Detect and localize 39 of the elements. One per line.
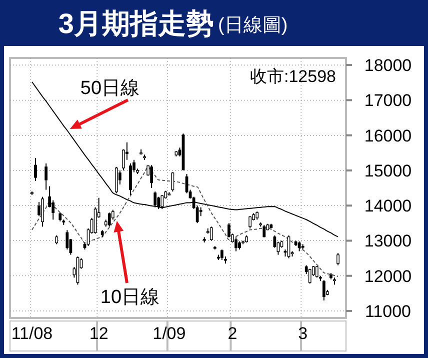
- x-tick-label: 1/09: [152, 324, 186, 343]
- y-tick-label: 16000: [364, 126, 412, 146]
- x-tick-label: 2: [228, 324, 238, 343]
- y-tick-label: 12000: [364, 266, 412, 286]
- y-tick-label: 14000: [364, 196, 412, 216]
- y-tick-label: 18000: [364, 56, 412, 76]
- line-series: [32, 166, 338, 278]
- y-tick-label: 17000: [364, 91, 412, 110]
- candlestick: [210, 226, 213, 242]
- annotation: 收市:12598: [250, 67, 336, 86]
- candlestick: [171, 172, 174, 192]
- y-tick-label: 11000: [364, 302, 412, 321]
- candlestick: [308, 268, 312, 284]
- candlestick: [114, 166, 118, 194]
- candlestick: [336, 252, 340, 266]
- candlestick: [150, 164, 154, 188]
- candlestick: [129, 162, 132, 196]
- candlestick: [220, 248, 224, 261]
- series-label: 50日線: [80, 78, 140, 99]
- candlestick: [160, 194, 164, 210]
- candlestick: [108, 212, 111, 228]
- x-tick-label: 3: [298, 324, 308, 343]
- y-tick-label: 15000: [364, 161, 412, 180]
- y-tick-label: 13000: [364, 232, 412, 251]
- candlestick: [154, 191, 157, 208]
- candlestick: [262, 224, 266, 238]
- candlestick: [41, 196, 44, 228]
- candlestick: [298, 240, 301, 252]
- candlestick: [44, 162, 48, 190]
- candlestick: [34, 158, 37, 182]
- x-tick-label: 11/08: [11, 324, 53, 343]
- text: 10日線: [100, 287, 160, 308]
- candlestick: [234, 236, 238, 252]
- candlestick: [315, 266, 318, 278]
- candlestick: [248, 216, 252, 229]
- candlestick: [322, 280, 326, 301]
- chart-subtitle: (日線圖): [218, 15, 288, 36]
- chart-title: 3月期指走勢: [58, 8, 214, 39]
- x-tick-label: 12: [89, 324, 108, 343]
